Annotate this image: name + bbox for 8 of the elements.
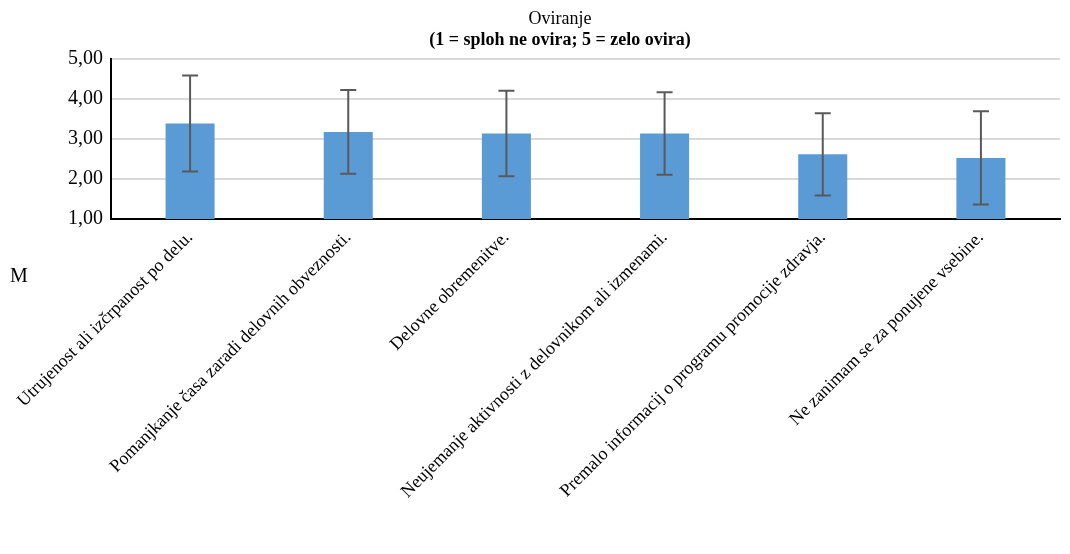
chart-title: Oviranje <box>528 7 592 28</box>
y-tick-label: 2,00 <box>68 166 103 189</box>
y-axis-title: M <box>10 264 28 287</box>
y-tick-label: 1,00 <box>68 206 103 229</box>
y-tick-label: 3,00 <box>68 126 103 149</box>
y-tick-label: 5,00 <box>68 46 103 69</box>
y-tick-label: 4,00 <box>68 86 103 109</box>
chart-subtitle: (1 = sploh ne ovira; 5 = zelo ovira) <box>429 29 691 51</box>
